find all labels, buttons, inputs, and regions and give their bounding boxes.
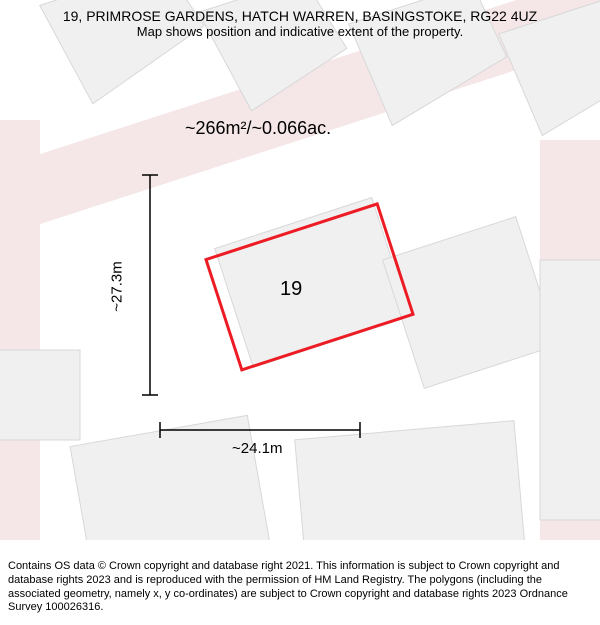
- map-svg: [0, 0, 600, 540]
- copyright-footer: Contains OS data © Crown copyright and d…: [8, 560, 592, 615]
- vertical-dimension-bracket: [142, 175, 158, 395]
- plot-number: 19: [280, 278, 302, 301]
- subtitle: Map shows position and indicative extent…: [0, 24, 600, 39]
- address-title: 19, PRIMROSE GARDENS, HATCH WARREN, BASI…: [0, 8, 600, 24]
- height-measurement: ~27.3m: [109, 261, 126, 311]
- header: 19, PRIMROSE GARDENS, HATCH WARREN, BASI…: [0, 8, 600, 39]
- width-measurement: ~24.1m: [232, 440, 282, 457]
- area-measurement: ~266m²/~0.066ac.: [185, 118, 331, 139]
